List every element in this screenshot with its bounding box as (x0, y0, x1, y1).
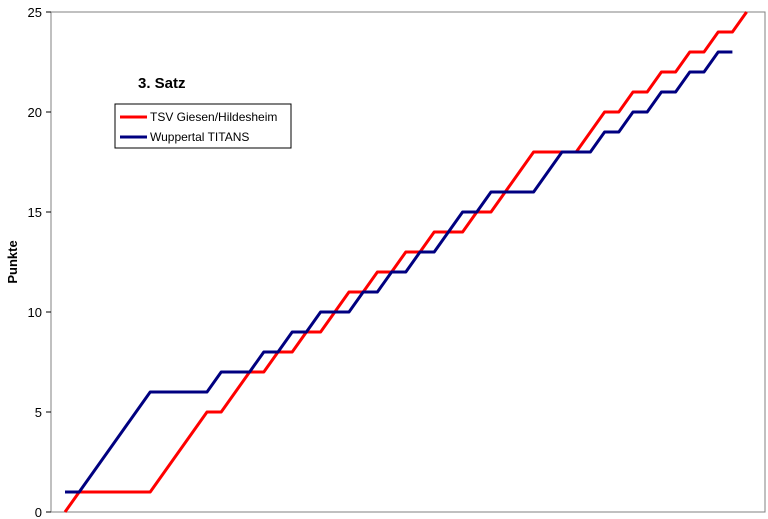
series-lines (63, 11, 748, 513)
y-tick-label: 10 (28, 305, 42, 320)
y-tick-label: 0 (35, 505, 42, 519)
chart-title: 3. Satz (138, 75, 186, 92)
legend-label-wuppertal: Wuppertal TITANS (150, 130, 249, 144)
y-axis: 0 5 10 15 20 25 (28, 5, 51, 519)
legend-box (114, 103, 292, 149)
series-line-tsv-giesen (63, 11, 748, 513)
legend-label-tsv: TSV Giesen/Hildesheim (150, 110, 277, 124)
y-tick-label: 25 (28, 5, 42, 20)
y-axis-title: Punkte (5, 240, 20, 283)
plot-area (50, 11, 766, 513)
legend: TSV Giesen/Hildesheim Wuppertal TITANS (114, 103, 292, 149)
y-tick-label: 15 (28, 205, 42, 220)
plot-border (50, 11, 766, 513)
y-tick-label: 20 (28, 105, 42, 120)
y-tick-label: 5 (35, 405, 42, 420)
series-line-wuppertal-titans (65, 50, 733, 494)
